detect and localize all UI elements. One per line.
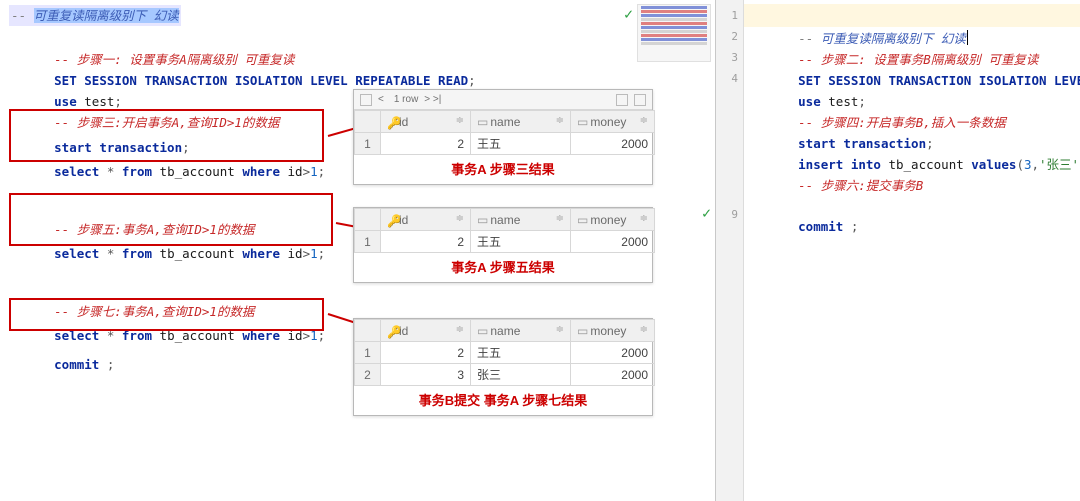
gutter-line[interactable]: 4 [716,68,738,89]
left-use-db[interactable]: use test; [9,70,122,91]
left-step5-comment[interactable]: -- 步骤五:事务A,查询ID>1的数据 [9,198,254,219]
right-step2-comment[interactable]: -- 步骤二: 设置事务B隔离级别 可重复读 [753,28,1038,49]
result-toolbar[interactable]: < 1 row > >| [354,90,652,110]
col-name: ▭name≑ [471,320,571,342]
right-step6-comment[interactable]: -- 步骤六:提交事务B [753,154,923,175]
table-row[interactable]: 1 2 王五 2000 [355,342,655,364]
right-editor-pane: -- 可重复读隔离级别下 幻读 -- 步骤二: 设置事务B隔离级别 可重复读 S… [744,0,1080,501]
table-row[interactable]: 1 2 王五 2000 [355,133,655,155]
left-start-tx[interactable]: start transaction; [9,116,190,137]
left-step3-comment[interactable]: -- 步骤三:开启事务A,查询ID>1的数据 [9,91,279,112]
export-icon[interactable] [634,94,646,106]
col-id: 🔑id≑ [381,320,471,342]
line-gutter: 1 2 3 4 9 ✓ [716,0,744,501]
table-row[interactable]: 2 3 张三 2000 [355,364,655,386]
minimap[interactable] [637,4,711,62]
check-icon: ✓ [624,5,633,23]
col-money: ▭money≑ [571,111,655,133]
col-money: ▭money≑ [571,320,655,342]
result-grid[interactable]: 🔑id≑ ▭name≑ ▭money≑ 1 2 王五 2000 2 3 张三 2… [354,319,655,386]
left-step7-comment[interactable]: -- 步骤七:事务A,查询ID>1的数据 [9,280,254,301]
left-step1-comment[interactable]: -- 步骤一: 设置事务A隔离级别 可重复读 [9,28,294,49]
gutter-line[interactable]: 2 [716,26,738,47]
title-prefix: -- [11,8,34,23]
col-id: 🔑id≑ [381,111,471,133]
left-title-line[interactable]: -- 可重复读隔离级别下 幻读 [9,5,181,26]
table-row[interactable]: 1 2 王五 2000 [355,231,655,253]
right-insert[interactable]: insert into tb_account values(3,'张三',200… [753,133,1080,154]
col-money: ▭money≑ [571,209,655,231]
col-name: ▭name≑ [471,209,571,231]
left-select-a2[interactable]: select * from tb_account where id>1; [9,222,325,243]
result-caption-3: 事务B提交 事务A 步骤七结果 [354,386,652,415]
right-title-line[interactable]: -- 可重复读隔离级别下 幻读 [753,7,968,28]
left-editor-pane: -- 可重复读隔离级别下 幻读 ✓ -- 步骤一: 设置事务A隔离级别 可重复读… [0,0,716,501]
col-id: 🔑id≑ [381,209,471,231]
right-start-tx[interactable]: start transaction; [753,112,934,133]
result-caption-1: 事务A 步骤三结果 [354,155,652,184]
gutter-line[interactable]: 1 [716,5,738,26]
left-commit[interactable]: commit ; [9,333,114,354]
left-set-session[interactable]: SET SESSION TRANSACTION ISOLATION LEVEL … [9,49,476,70]
result-grid[interactable]: 🔑id≑ ▭name≑ ▭money≑ 1 2 王五 2000 [354,208,655,253]
result-table-1: < 1 row > >| 🔑id≑ ▭name≑ ▭money≑ 1 2 [353,89,653,185]
title-text: 可重复读隔离级别下 幻读 [34,8,179,23]
refresh-icon[interactable] [616,94,628,106]
left-select-a1[interactable]: select * from tb_account where id>1; [9,140,325,161]
result-table-3: 🔑id≑ ▭name≑ ▭money≑ 1 2 王五 2000 2 3 张三 2… [353,318,653,416]
right-step4-comment[interactable]: -- 步骤四:开启事务B,插入一条数据 [753,91,1006,112]
rowcount-label: 1 row [394,94,418,105]
check-icon: ✓ [702,204,711,222]
right-set-session[interactable]: SET SESSION TRANSACTION ISOLATION LEVEL … [753,49,1080,70]
right-use-db[interactable]: use test; [753,70,866,91]
gutter-line[interactable]: 3 [716,47,738,68]
grid-icon[interactable] [360,94,372,106]
right-commit[interactable]: commit ; [753,195,858,216]
result-table-2: 🔑id≑ ▭name≑ ▭money≑ 1 2 王五 2000 事务A 步骤五结… [353,207,653,283]
left-select-a3[interactable]: select * from tb_account where id>1; [9,304,325,325]
gutter-line[interactable]: 9 [716,204,738,225]
col-name: ▭name≑ [471,111,571,133]
result-grid[interactable]: 🔑id≑ ▭name≑ ▭money≑ 1 2 王五 2000 [354,110,655,155]
result-caption-2: 事务A 步骤五结果 [354,253,652,282]
